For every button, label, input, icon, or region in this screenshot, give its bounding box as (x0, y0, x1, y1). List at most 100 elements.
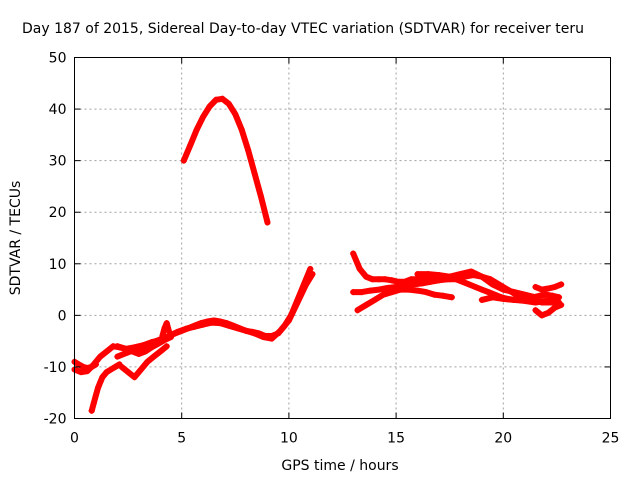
y-tick-label: 50 (49, 51, 67, 67)
data-point (163, 343, 170, 350)
data-point (191, 323, 198, 330)
data-point (225, 100, 232, 107)
series-line (159, 320, 172, 339)
data-point (397, 286, 404, 293)
data-point (157, 337, 164, 344)
data-point (489, 294, 496, 301)
data-point (356, 265, 363, 272)
data-point (558, 302, 565, 309)
data-point (307, 265, 314, 272)
data-point (408, 276, 415, 283)
data-series-track-late-c (354, 286, 455, 314)
data-point (135, 351, 142, 358)
data-point (435, 277, 442, 284)
data-point (303, 281, 310, 288)
data-point (472, 283, 479, 290)
data-points (71, 95, 565, 414)
y-tick-label: -10 (44, 360, 67, 376)
data-point (92, 361, 99, 368)
data-point (545, 309, 552, 316)
data-point (350, 289, 357, 296)
data-point (431, 291, 438, 298)
data-point (448, 294, 455, 301)
data-point (77, 369, 84, 376)
data-point (468, 268, 475, 275)
data-point (213, 96, 220, 103)
data-point (410, 281, 417, 288)
data-point (219, 95, 226, 102)
data-point (478, 286, 485, 293)
data-point (84, 364, 91, 371)
data-point (268, 335, 275, 342)
data-point (200, 113, 207, 120)
x-axis-label: GPS time / hours (281, 458, 398, 474)
data-point (182, 325, 189, 332)
data-point (538, 286, 545, 293)
data-point (165, 332, 172, 339)
data-point (354, 307, 361, 314)
data-point (478, 296, 485, 303)
data-point (532, 283, 539, 290)
data-series-track-rise-b (114, 271, 316, 352)
data-point (114, 353, 121, 360)
data-point (251, 170, 258, 177)
plot-frame (74, 57, 611, 419)
data-point (478, 273, 485, 280)
data-point (294, 299, 301, 306)
x-tick-label: 15 (387, 431, 405, 447)
data-point (264, 219, 271, 226)
data-point (358, 289, 365, 296)
data-point (369, 276, 376, 283)
data-point (180, 157, 187, 164)
series-line (118, 343, 170, 381)
series-line (180, 95, 271, 226)
data-point (511, 289, 518, 296)
data-point (425, 271, 432, 278)
data-point (500, 295, 507, 302)
data-point (120, 351, 127, 358)
data-point (521, 297, 528, 304)
data-point (144, 358, 151, 365)
data-point (114, 343, 121, 350)
data-point (367, 287, 374, 294)
data-point (95, 384, 102, 391)
y-tick-label: -20 (44, 412, 67, 428)
data-point (165, 327, 172, 334)
data-point (538, 312, 545, 319)
data-point (193, 126, 200, 133)
data-point (97, 353, 104, 360)
data-point (543, 291, 550, 298)
data-point (245, 147, 252, 154)
data-point (551, 283, 558, 290)
y-axis-label: SDTVAR / TECUs (8, 181, 24, 296)
data-point (375, 276, 382, 283)
data-point (125, 369, 132, 376)
data-series-track-late-e (532, 302, 565, 319)
data-point (551, 304, 558, 311)
data-point (187, 142, 194, 149)
data-point (511, 296, 518, 303)
data-point (161, 325, 168, 332)
data-point (388, 277, 395, 284)
y-tick-label: 10 (49, 257, 67, 273)
data-point (384, 285, 391, 292)
data-point (88, 363, 95, 370)
data-point (157, 348, 164, 355)
data-point (543, 297, 550, 304)
data-point (532, 299, 539, 306)
data-point (363, 302, 370, 309)
data-point (465, 281, 472, 288)
data-point (350, 250, 357, 257)
x-tick-label: 25 (602, 431, 620, 447)
data-point (388, 289, 395, 296)
y-tick-label: 40 (49, 102, 67, 118)
data-point (131, 374, 138, 381)
data-point (485, 289, 492, 296)
data-point (80, 363, 87, 370)
data-point (532, 307, 539, 314)
data-point (150, 353, 157, 360)
data-point (238, 126, 245, 133)
y-tick-label: 30 (49, 154, 67, 170)
data-point (112, 363, 119, 370)
